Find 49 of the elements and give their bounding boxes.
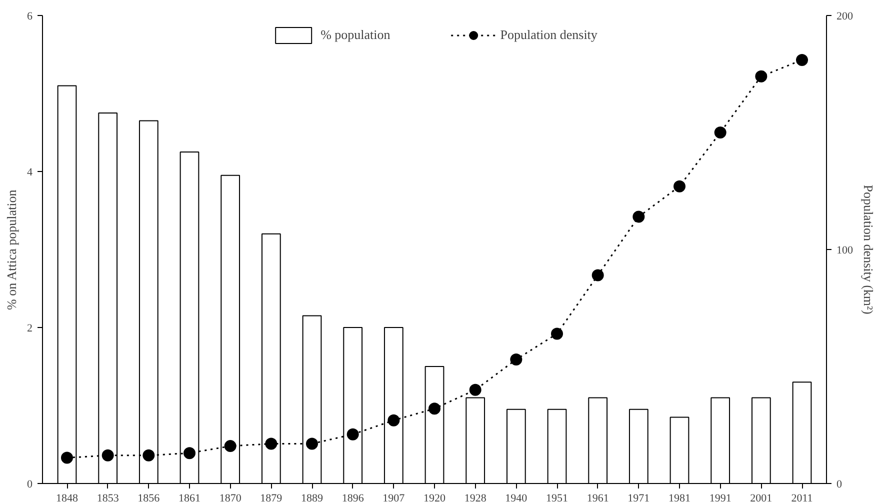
point: [102, 449, 114, 462]
x-tick-label: 2011: [791, 492, 813, 504]
point: [224, 440, 236, 452]
x-tick-label: 1981: [668, 492, 690, 504]
x-tick-label: 1879: [260, 492, 283, 504]
point: [755, 70, 768, 82]
point: [469, 384, 482, 396]
x-tick-label: 1907: [382, 492, 406, 504]
point: [306, 438, 318, 450]
legend-label: % population: [320, 27, 390, 43]
y-tick-label: 6: [27, 10, 33, 22]
x-tick-label: 1853: [96, 492, 120, 504]
y2-tick-label: 0: [836, 478, 842, 490]
x-tick-label: 1870: [219, 492, 242, 504]
point: [592, 269, 604, 282]
x-tick-label: 1920: [424, 492, 446, 504]
x-tick-label: 1971: [628, 492, 650, 504]
y2-tick-label: 200: [836, 10, 854, 22]
x-tick-label: 1856: [138, 492, 160, 504]
y-tick-label: 4: [27, 166, 33, 178]
point: [184, 447, 196, 460]
point: [674, 180, 686, 192]
x-tick-label: 1991: [709, 492, 732, 504]
x-tick-label: 1861: [178, 492, 200, 504]
y-tick-label: 2: [27, 322, 32, 334]
x-tick-label: 1951: [546, 492, 568, 504]
point: [346, 428, 359, 440]
x-tick-label: 1848: [56, 492, 78, 504]
y2-tick-label: 100: [836, 244, 854, 256]
x-tick-label: 1889: [301, 492, 324, 504]
x-tick-label: 2001: [750, 492, 772, 504]
legend-label: Population density: [500, 27, 598, 43]
y-axis-title: % on Attica population: [4, 189, 19, 310]
x-tick-label: 1928: [464, 492, 487, 504]
point: [796, 54, 808, 66]
point: [388, 414, 400, 426]
point: [632, 210, 645, 223]
x-tick-label: 1961: [586, 492, 609, 504]
y-tick-label: 0: [27, 478, 33, 490]
x-tick-label: 1940: [505, 492, 528, 504]
point: [61, 452, 73, 464]
point: [265, 438, 278, 450]
point: [714, 126, 726, 138]
point: [551, 328, 563, 340]
y2-axis-title: Population density (km²): [861, 184, 876, 314]
point: [428, 402, 440, 415]
point: [510, 353, 522, 366]
x-tick-label: 1896: [342, 492, 364, 504]
point: [142, 449, 155, 462]
